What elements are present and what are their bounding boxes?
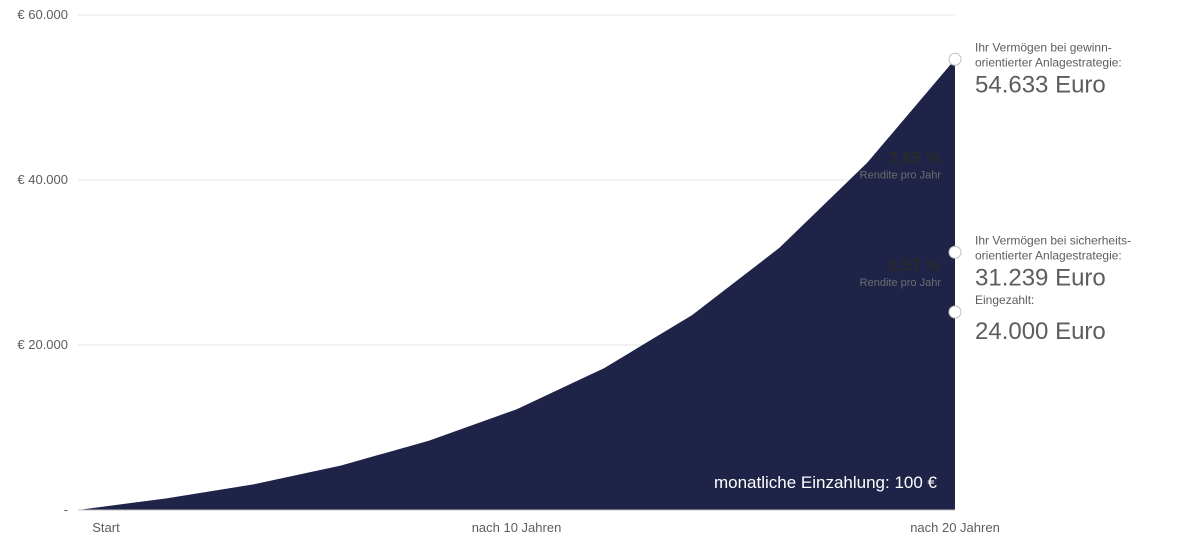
return-sub-high: Rendite pro Jahr: [860, 170, 942, 182]
chart-svg: - € 20.000 € 40.000 € 60.000 Start nach 10 Ja…: [0, 0, 1200, 548]
y-tick-label: € 60.000: [17, 7, 68, 22]
anno-high-value: 54.633 Euro: [975, 71, 1106, 98]
anno-deposit-value: 24.000 Euro: [975, 318, 1106, 345]
investment-growth-chart: - € 20.000 € 40.000 € 60.000 Start nach 10 Ja…: [0, 0, 1200, 548]
anno-deposit-line1: Eingezahlt:: [975, 293, 1034, 307]
area-series: [78, 59, 955, 510]
end-marker-deposit: [949, 306, 961, 318]
anno-low-value: 31.239 Euro: [975, 264, 1106, 291]
anno-low-line2: orientierter Anlagestrategie:: [975, 248, 1122, 262]
monthly-deposit-label: monatliche Einzahlung: 100 €: [714, 473, 938, 492]
anno-high-line1: Ihr Vermögen bei gewinn-: [975, 40, 1112, 54]
end-marker-low: [949, 246, 961, 258]
return-pct-low: 2,57 %: [888, 256, 941, 275]
x-tick-label: Start: [92, 520, 120, 535]
y-tick-label: € 20.000: [17, 337, 68, 352]
return-sub-low: Rendite pro Jahr: [860, 277, 942, 289]
end-marker-high: [949, 53, 961, 65]
y-tick-label: € 40.000: [17, 172, 68, 187]
anno-low-line1: Ihr Vermögen bei sicherheits-: [975, 233, 1131, 247]
return-pct-high: 7,65 %: [888, 149, 941, 168]
y-tick-label: -: [64, 502, 68, 517]
x-tick-label: nach 10 Jahren: [472, 520, 562, 535]
x-tick-label: nach 20 Jahren: [910, 520, 1000, 535]
anno-high-line2: orientierter Anlagestrategie:: [975, 55, 1122, 69]
